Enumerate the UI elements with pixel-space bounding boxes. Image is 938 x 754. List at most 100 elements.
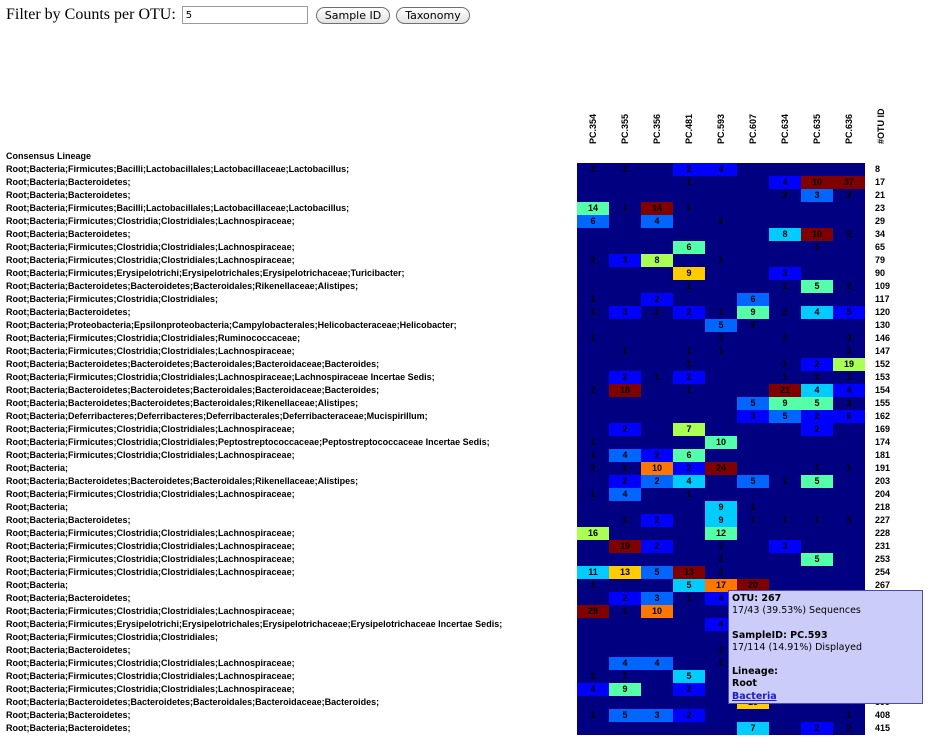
heatmap-cell[interactable] — [641, 436, 673, 449]
heatmap-cell[interactable]: 6 — [737, 293, 769, 306]
heatmap-cell[interactable] — [577, 267, 609, 280]
heatmap-cell[interactable] — [609, 722, 641, 735]
heatmap-cell[interactable]: 2 — [673, 371, 705, 384]
heatmap-cell[interactable]: 2 — [705, 566, 737, 579]
heatmap-cell[interactable] — [833, 579, 865, 592]
heatmap-cell[interactable]: 4 — [833, 384, 865, 397]
heatmap-cell[interactable]: 1 — [609, 605, 641, 618]
heatmap-cell[interactable]: 1 — [673, 592, 705, 605]
heatmap-cell[interactable]: 1 — [673, 176, 705, 189]
heatmap-cell[interactable] — [641, 696, 673, 709]
heatmap-cell[interactable] — [609, 397, 641, 410]
filter-count-input[interactable] — [181, 6, 308, 24]
heatmap-cell[interactable]: 1 — [577, 579, 609, 592]
heatmap-cell[interactable]: 1 — [641, 306, 673, 319]
heatmap-cell[interactable] — [577, 371, 609, 384]
heatmap-cell[interactable]: 2 — [641, 514, 673, 527]
heatmap-cell[interactable] — [769, 254, 801, 267]
heatmap-cell[interactable]: 21 — [769, 384, 801, 397]
lineage-label[interactable]: Root;Bacteria;Firmicutes;Erysipelotrichi… — [6, 619, 503, 629]
heatmap-cell[interactable] — [833, 488, 865, 501]
lineage-label[interactable]: Root;Bacteria;Firmicutes;Clostridia;Clos… — [6, 333, 301, 343]
heatmap-cell[interactable]: 2 — [577, 670, 609, 683]
heatmap-cell[interactable]: 1 — [609, 670, 641, 683]
heatmap-cell[interactable]: 1 — [609, 202, 641, 215]
heatmap-cell[interactable]: 9 — [705, 501, 737, 514]
heatmap-cell[interactable] — [641, 176, 673, 189]
lineage-label[interactable]: Root;Bacteria;Firmicutes;Clostridia;Clos… — [6, 437, 490, 447]
heatmap-cell[interactable] — [673, 332, 705, 345]
heatmap-cell[interactable] — [705, 202, 737, 215]
heatmap-cell[interactable]: 4 — [673, 475, 705, 488]
heatmap-cell[interactable] — [641, 501, 673, 514]
heatmap-cell[interactable]: 19 — [833, 358, 865, 371]
heatmap-cell[interactable] — [673, 319, 705, 332]
heatmap-cell[interactable] — [577, 553, 609, 566]
heatmap-cell[interactable] — [673, 514, 705, 527]
heatmap-cell[interactable] — [577, 475, 609, 488]
heatmap-cell[interactable]: 14 — [577, 202, 609, 215]
heatmap-cell[interactable]: 1 — [673, 488, 705, 501]
heatmap-cell[interactable] — [737, 215, 769, 228]
heatmap-cell[interactable] — [609, 319, 641, 332]
heatmap-cell[interactable] — [609, 553, 641, 566]
heatmap-cell[interactable] — [705, 228, 737, 241]
heatmap-cell[interactable] — [609, 267, 641, 280]
lineage-label[interactable]: Root;Bacteria;Firmicutes;Clostridia;Clos… — [6, 255, 295, 265]
heatmap-cell[interactable]: 3 — [769, 540, 801, 553]
heatmap-cell[interactable] — [705, 358, 737, 371]
tooltip-lineage-link[interactable]: Bacteria — [732, 690, 777, 702]
heatmap-cell[interactable]: 1 — [705, 345, 737, 358]
heatmap-cell[interactable] — [609, 228, 641, 241]
heatmap-cell[interactable]: 2 — [673, 709, 705, 722]
lineage-label[interactable]: Root;Bacteria;Firmicutes;Bacilli;Lactoba… — [6, 164, 350, 174]
heatmap-cell[interactable] — [705, 722, 737, 735]
heatmap-cell[interactable] — [769, 202, 801, 215]
heatmap-cell[interactable] — [577, 631, 609, 644]
heatmap-cell[interactable] — [801, 267, 833, 280]
heatmap-cell[interactable]: 1 — [769, 358, 801, 371]
heatmap-cell[interactable]: 3 — [833, 345, 865, 358]
heatmap-cell[interactable] — [641, 618, 673, 631]
heatmap-cell[interactable]: 1 — [577, 293, 609, 306]
heatmap-cell[interactable] — [769, 527, 801, 540]
heatmap-cell[interactable] — [673, 722, 705, 735]
heatmap-cell[interactable]: 24 — [705, 462, 737, 475]
heatmap-cell[interactable] — [673, 527, 705, 540]
heatmap-cell[interactable] — [833, 254, 865, 267]
heatmap-cell[interactable] — [641, 683, 673, 696]
heatmap-cell[interactable]: 3 — [833, 514, 865, 527]
heatmap-cell[interactable]: 2 — [833, 189, 865, 202]
heatmap-cell[interactable] — [577, 592, 609, 605]
heatmap-cell[interactable]: 4 — [801, 384, 833, 397]
heatmap-cell[interactable]: 1 — [737, 501, 769, 514]
heatmap-cell[interactable] — [737, 384, 769, 397]
heatmap-cell[interactable]: 2 — [705, 215, 737, 228]
taxonomy-button[interactable]: Taxonomy — [396, 6, 470, 24]
heatmap-cell[interactable] — [705, 267, 737, 280]
heatmap-cell[interactable]: 20 — [737, 579, 769, 592]
heatmap-cell[interactable] — [801, 436, 833, 449]
heatmap-cell[interactable] — [641, 241, 673, 254]
heatmap-cell[interactable]: 2 — [673, 163, 705, 176]
heatmap-cell[interactable] — [801, 540, 833, 553]
heatmap-cell[interactable]: 1 — [833, 462, 865, 475]
heatmap-cell[interactable] — [801, 332, 833, 345]
lineage-label[interactable]: Root;Bacteria;Bacteroidetes; — [6, 645, 131, 655]
heatmap-cell[interactable] — [577, 501, 609, 514]
heatmap-cell[interactable] — [769, 345, 801, 358]
heatmap-cell[interactable]: 10 — [801, 176, 833, 189]
heatmap-cell[interactable] — [769, 319, 801, 332]
heatmap-cell[interactable] — [769, 163, 801, 176]
heatmap-cell[interactable]: 2 — [609, 423, 641, 436]
heatmap-cell[interactable]: 2 — [769, 332, 801, 345]
heatmap-cell[interactable] — [769, 293, 801, 306]
heatmap-cell[interactable] — [769, 423, 801, 436]
lineage-label[interactable]: Root;Bacteria;Firmicutes;Clostridia;Clos… — [6, 489, 295, 499]
heatmap-cell[interactable]: 1 — [673, 280, 705, 293]
heatmap-cell[interactable] — [673, 696, 705, 709]
heatmap-cell[interactable] — [833, 215, 865, 228]
heatmap-cell[interactable] — [737, 462, 769, 475]
heatmap-cell[interactable] — [737, 345, 769, 358]
heatmap-cell[interactable] — [641, 319, 673, 332]
